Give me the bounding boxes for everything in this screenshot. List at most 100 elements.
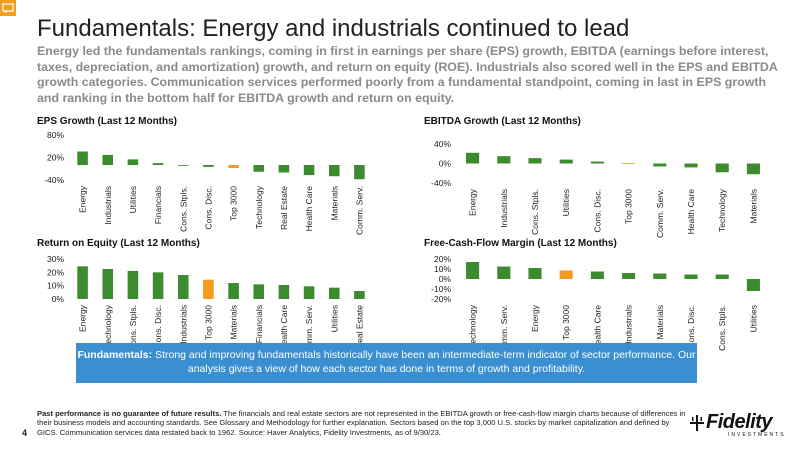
y-tick-label: 20% xyxy=(47,153,64,163)
x-tick-label: Comm. Serv. xyxy=(655,189,665,238)
x-tick-label: Utilities xyxy=(561,189,571,216)
y-tick-label: 30% xyxy=(47,254,64,264)
x-tick-label: Technology xyxy=(468,304,478,348)
free-cash-flow-margin-chart: 20%10%0%-10%-20% Technology Comm. Serv. Ene… xyxy=(431,254,760,354)
return-on-equity-chart: 30% 20% 10% 0% Energy Technology Cons. Stpls. C… xyxy=(47,254,365,354)
x-tick-label: Real Estate xyxy=(354,305,364,349)
x-tick-label: Materials xyxy=(229,305,239,339)
bar xyxy=(303,165,315,176)
x-tick-label: Utilities xyxy=(128,186,138,213)
x-tick-label: Health Care xyxy=(686,189,696,235)
logo-mark-icon xyxy=(690,415,704,431)
bar xyxy=(746,163,760,175)
x-tick-label: Comm. Serv. xyxy=(304,305,314,354)
bar xyxy=(228,283,239,299)
y-tick-label: -40% xyxy=(44,175,64,185)
x-tick-label: Utilities xyxy=(748,305,758,332)
bar xyxy=(466,262,480,279)
bar xyxy=(590,271,604,279)
y-tick-label: 20% xyxy=(47,267,64,277)
x-tick-label: Energy xyxy=(78,304,88,332)
x-tick-label: Top 3000 xyxy=(203,305,213,340)
fcf-chart-title: Free-Cash-Flow Margin (Last 12 Months) xyxy=(424,238,617,249)
y-tick-label: -10% xyxy=(431,284,451,294)
bar xyxy=(278,285,290,299)
bar xyxy=(102,269,114,299)
x-tick-label: Cons. Stpls. xyxy=(530,189,540,235)
y-tick-label: -40% xyxy=(431,178,451,188)
page-title: Fundamentals: Energy and industrials con… xyxy=(37,15,630,42)
footer-text: The financials and real estate sectors a… xyxy=(37,409,686,437)
page-number: 4 xyxy=(22,428,28,438)
x-tick-label: Top 3000 xyxy=(229,186,239,221)
x-tick-label: Industrials xyxy=(178,305,188,344)
x-tick-label: Utilities xyxy=(329,305,339,332)
x-tick-label: Cons. Disc. xyxy=(686,305,696,348)
logo-wordmark: Fidelity xyxy=(706,411,773,433)
x-tick-label: Cons. Stpls. xyxy=(717,305,727,351)
bar xyxy=(559,270,573,279)
x-tick-label: Energy xyxy=(78,185,88,213)
bar xyxy=(354,291,365,299)
x-tick-label: Energy xyxy=(468,188,478,216)
x-tick-label: Cons. Stpls. xyxy=(128,305,138,351)
comment-icon[interactable] xyxy=(0,0,16,16)
bar xyxy=(303,286,315,299)
bar xyxy=(152,163,164,165)
bar xyxy=(497,156,511,164)
footer-bold: Past performance is no guarantee of futu… xyxy=(37,409,222,418)
ebitda-chart-title: EBITDA Growth (Last 12 Months) xyxy=(424,116,581,127)
footer-disclaimer: Past performance is no guarantee of futu… xyxy=(37,409,687,437)
y-tick-label: -20% xyxy=(431,294,451,304)
x-tick-label: Technology xyxy=(717,188,727,232)
bar xyxy=(127,159,139,165)
x-tick-label: Top 3000 xyxy=(624,189,634,224)
y-tick-label: 0% xyxy=(439,159,452,169)
bar xyxy=(559,159,573,164)
x-tick-label: Financials xyxy=(254,305,264,343)
y-tick-label: 10% xyxy=(434,264,451,274)
bar xyxy=(102,154,114,165)
fundamentals-callout: Fundamentals: Strong and improving funda… xyxy=(76,343,697,383)
bar xyxy=(528,268,542,279)
bar xyxy=(746,279,760,291)
bar xyxy=(328,165,340,177)
bar xyxy=(203,279,214,299)
x-tick-label: Financials xyxy=(153,186,163,224)
x-tick-label: Top 3000 xyxy=(561,305,571,340)
bar xyxy=(278,165,290,173)
bar xyxy=(177,165,189,166)
bar xyxy=(622,163,636,164)
bar xyxy=(328,287,340,299)
x-tick-label: Cons. Disc. xyxy=(592,189,602,232)
x-tick-label: Health Care xyxy=(304,186,314,232)
x-tick-label: Health Care xyxy=(592,305,602,351)
x-tick-label: Industrials xyxy=(499,189,509,228)
x-tick-label: Real Estate xyxy=(279,186,289,230)
x-tick-label: Cons. Disc. xyxy=(153,305,163,348)
callout-text: Strong and improving fundamentals histor… xyxy=(152,349,696,375)
y-tick-label: 0% xyxy=(52,294,65,304)
eps-growth-chart: 80% 20% -40% Energy Industrials Utilities Fina… xyxy=(44,130,365,235)
x-tick-label: Industrials xyxy=(624,305,634,344)
bar xyxy=(253,165,265,172)
x-tick-label: Materials xyxy=(329,186,339,220)
bar xyxy=(253,284,265,299)
bar xyxy=(684,163,698,168)
bar xyxy=(466,152,480,164)
bar xyxy=(653,273,667,279)
bar xyxy=(715,274,729,279)
bar xyxy=(228,165,239,168)
page-subtitle: Energy led the fundamentals rankings, co… xyxy=(37,44,778,105)
x-tick-label: Comm. Serv. xyxy=(354,186,364,235)
x-tick-label: Technology xyxy=(103,304,113,348)
fidelity-logo: Fidelity INVESTMENTS xyxy=(688,411,784,441)
bar xyxy=(528,158,542,164)
bar xyxy=(203,165,214,167)
roe-chart-title: Return on Equity (Last 12 Months) xyxy=(37,238,200,249)
ebitda-growth-chart: 40% 0% -40% Energy Industrials Cons. Stpls. Ut… xyxy=(431,139,760,238)
bar xyxy=(653,163,667,167)
y-tick-label: 0% xyxy=(439,274,452,284)
y-tick-label: 40% xyxy=(434,139,451,149)
bar xyxy=(127,271,139,299)
